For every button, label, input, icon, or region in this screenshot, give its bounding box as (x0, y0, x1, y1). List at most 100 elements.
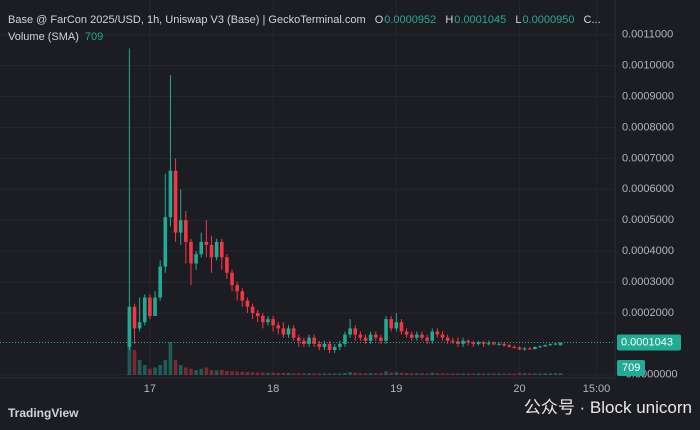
x-tick-label: 18 (267, 383, 279, 395)
volume-bar (384, 371, 388, 375)
volume-key: Volume (SMA) (8, 31, 79, 43)
candle-body (204, 241, 209, 245)
legend-row: Base @ FarCon 2025/USD, 1h, Uniswap V3 (… (8, 12, 601, 29)
candle-body (404, 331, 409, 335)
candle-body (399, 322, 404, 332)
candle-body (296, 337, 301, 341)
volume-bar (343, 373, 347, 375)
y-tick-label: 0.0011000 (622, 29, 673, 41)
candle-body (492, 343, 496, 345)
candle-body (240, 291, 245, 301)
volume-bar (291, 373, 296, 375)
candle-body (348, 328, 352, 335)
volume-bar (445, 373, 450, 375)
candle-body (307, 337, 311, 344)
volume-bar (409, 373, 414, 375)
candle-body (327, 343, 332, 351)
volume-bar (148, 368, 152, 375)
y-tick-label: 0.0008000 (622, 121, 674, 133)
y-tick-label: 0.0007000 (622, 152, 674, 164)
high-value: 0.0001045 (454, 14, 507, 26)
volume-bar (296, 373, 301, 375)
volume-bar (348, 372, 352, 375)
volume-bar (435, 373, 440, 375)
x-tick-label: 20 (513, 383, 525, 395)
candle-body (219, 241, 224, 258)
candle-body (137, 322, 142, 329)
volume-bar (153, 367, 157, 375)
open-key: O (374, 14, 384, 26)
candle-body (184, 220, 188, 242)
volume-bar (132, 350, 137, 375)
volume-bar (461, 373, 465, 375)
volume-bar (332, 373, 337, 375)
candle-body (394, 322, 399, 329)
volume-bar (358, 373, 363, 375)
volume-bar (240, 371, 245, 375)
candle-body (255, 312, 260, 317)
open-value: 0.0000952 (384, 14, 437, 26)
candle-body (142, 297, 147, 323)
candle-body (276, 325, 281, 329)
volume-bar (137, 360, 142, 375)
volume-bar (255, 372, 260, 375)
candle-body (517, 347, 522, 350)
candle-body (363, 337, 368, 341)
candle-body (209, 244, 214, 258)
candle-body (271, 319, 275, 326)
volume-label: 709 (622, 362, 640, 374)
volume-bar (512, 373, 517, 375)
candle-body (266, 319, 270, 323)
volume-bar (209, 370, 214, 375)
candle-body (250, 306, 255, 313)
candle-body (486, 343, 491, 345)
candle-body (132, 306, 137, 329)
candle-body (558, 342, 563, 346)
candle-body (194, 254, 198, 264)
y-tick-label: 0.0003000 (622, 276, 674, 288)
volume-value: 709 (84, 31, 104, 43)
volume-bar (312, 373, 316, 375)
candle-body (338, 343, 342, 347)
volume-bar (538, 373, 542, 375)
volume-bar (415, 373, 419, 375)
watermark: 公众号 · Block unicorn (523, 398, 692, 417)
candle-body (415, 334, 419, 338)
y-tick-label: 0.0004000 (622, 245, 674, 257)
candle-body (322, 343, 327, 347)
volume-bar (219, 370, 224, 375)
volume-bar (168, 342, 173, 375)
candle-body (384, 319, 388, 341)
candle-body (507, 345, 512, 347)
volume-bar (558, 373, 563, 375)
volume-bar (158, 365, 162, 375)
volume-bar (394, 372, 399, 375)
volume-bar (420, 373, 424, 375)
volume-bar (363, 373, 368, 375)
last-price-label: 0.0001043 (621, 336, 673, 348)
volume-bar (127, 332, 132, 375)
candle-body (158, 266, 162, 298)
candle-body (343, 334, 347, 344)
volume-bar (286, 373, 291, 375)
candle-body (445, 337, 450, 341)
candle-body (230, 272, 234, 286)
high-key: H (445, 14, 454, 26)
volume-bar (404, 373, 409, 375)
candle-body (286, 328, 291, 335)
candle-body (368, 334, 373, 341)
volume-bar (379, 373, 383, 375)
volume-bar (527, 373, 532, 375)
volume-bar (543, 373, 547, 375)
y-tick-label: 0.0002000 (622, 307, 674, 319)
volume-bar (440, 373, 445, 375)
volume-bar (214, 370, 219, 375)
candle-body (440, 334, 445, 338)
candle-body (148, 297, 152, 317)
volume-bar (189, 368, 193, 375)
candle-body (548, 344, 553, 346)
candle-body (553, 343, 558, 345)
volume-bar (276, 373, 281, 375)
